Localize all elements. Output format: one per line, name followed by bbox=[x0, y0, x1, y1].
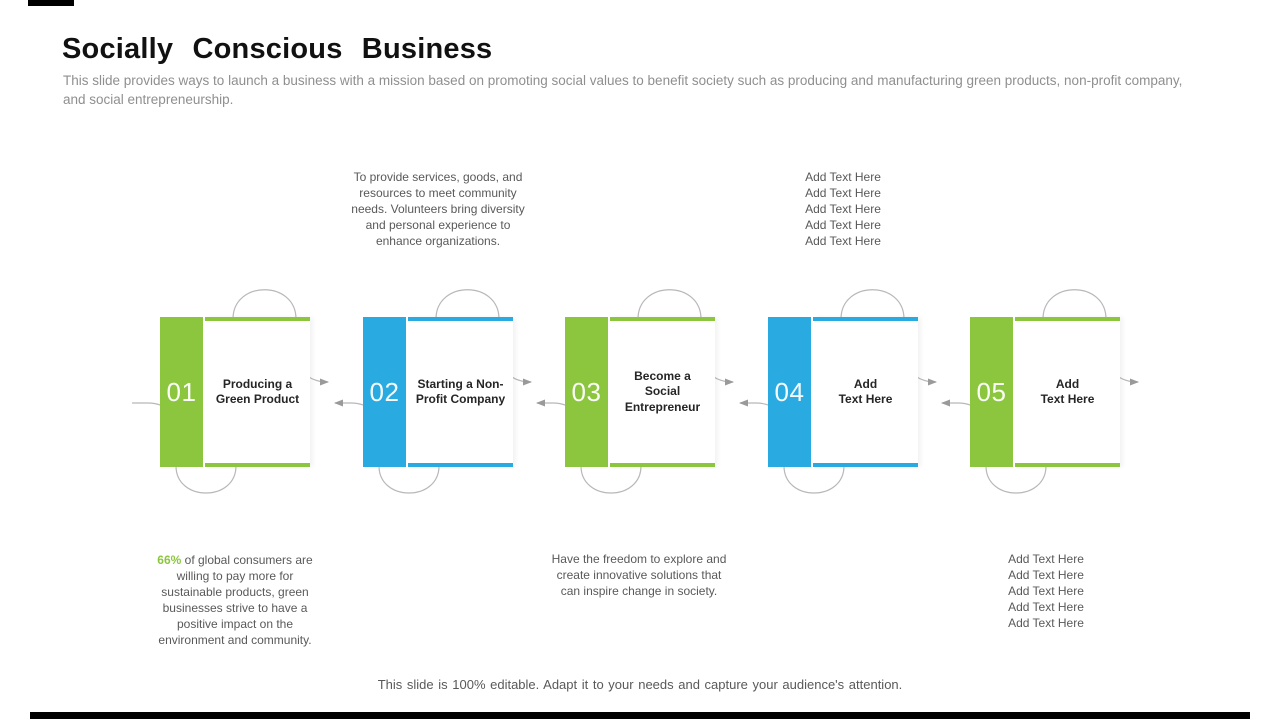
step-05-label[interactable]: Add Text Here bbox=[1040, 376, 1095, 407]
placeholder-text-above-step-04[interactable]: Add Text Here Add Text Here Add Text Her… bbox=[743, 153, 943, 249]
step-05-card[interactable]: Add Text Here bbox=[1015, 317, 1120, 467]
step-02-number-badge: 02 bbox=[363, 317, 406, 467]
step-04: 04 Add Text Here bbox=[768, 317, 918, 467]
step-number: 04 bbox=[774, 376, 805, 407]
step-02: 02 Starting a Non- Profit Company bbox=[363, 317, 513, 467]
step-05-number-badge: 05 bbox=[970, 317, 1013, 467]
step-number: 05 bbox=[976, 376, 1007, 407]
step-03-number-badge: 03 bbox=[565, 317, 608, 467]
step-number: 01 bbox=[166, 376, 197, 407]
step-04-number-badge: 04 bbox=[768, 317, 811, 467]
step-03: 03 Become a Social Entrepreneur bbox=[565, 317, 715, 467]
note-below-step-01: 66% of global consumers are willing to p… bbox=[135, 536, 335, 648]
step-01-label: Producing a Green Product bbox=[215, 376, 300, 407]
note-text: of global consumers are willing to pay m… bbox=[158, 553, 313, 647]
step-02-card: Starting a Non- Profit Company bbox=[408, 317, 513, 467]
note-text: Have the freedom to explore and create i… bbox=[551, 552, 727, 598]
bottom-accent-bar bbox=[30, 712, 1250, 719]
step-04-card[interactable]: Add Text Here bbox=[813, 317, 918, 467]
step-number: 02 bbox=[369, 376, 400, 407]
step-number: 03 bbox=[571, 376, 602, 407]
placeholder-lines[interactable]: Add Text Here Add Text Here Add Text Her… bbox=[805, 170, 881, 248]
step-01: 01 Producing a Green Product bbox=[160, 317, 310, 467]
note-below-step-03: Have the freedom to explore and create i… bbox=[539, 535, 739, 599]
step-01-number-badge: 01 bbox=[160, 317, 203, 467]
step-03-card: Become a Social Entrepreneur bbox=[610, 317, 715, 467]
step-04-label[interactable]: Add Text Here bbox=[838, 376, 893, 407]
step-02-label: Starting a Non- Profit Company bbox=[415, 376, 506, 407]
page-title: Socially Conscious Business bbox=[62, 33, 493, 65]
note-above-step-02: To provide services, goods, and resource… bbox=[338, 153, 538, 249]
stat-highlight: 66% bbox=[157, 553, 182, 567]
footer-note: This slide is 100% editable. Adapt it to… bbox=[377, 677, 903, 692]
page-subtitle: This slide provides ways to launch a bus… bbox=[63, 73, 1183, 107]
step-05: 05 Add Text Here bbox=[970, 317, 1120, 467]
note-text: To provide services, goods, and resource… bbox=[351, 170, 525, 248]
step-03-label: Become a Social Entrepreneur bbox=[624, 368, 701, 414]
step-01-card: Producing a Green Product bbox=[205, 317, 310, 467]
placeholder-lines[interactable]: Add Text Here Add Text Here Add Text Her… bbox=[1008, 552, 1084, 630]
placeholder-text-below-step-05[interactable]: Add Text Here Add Text Here Add Text Her… bbox=[946, 535, 1146, 631]
top-accent-tab bbox=[28, 0, 74, 6]
